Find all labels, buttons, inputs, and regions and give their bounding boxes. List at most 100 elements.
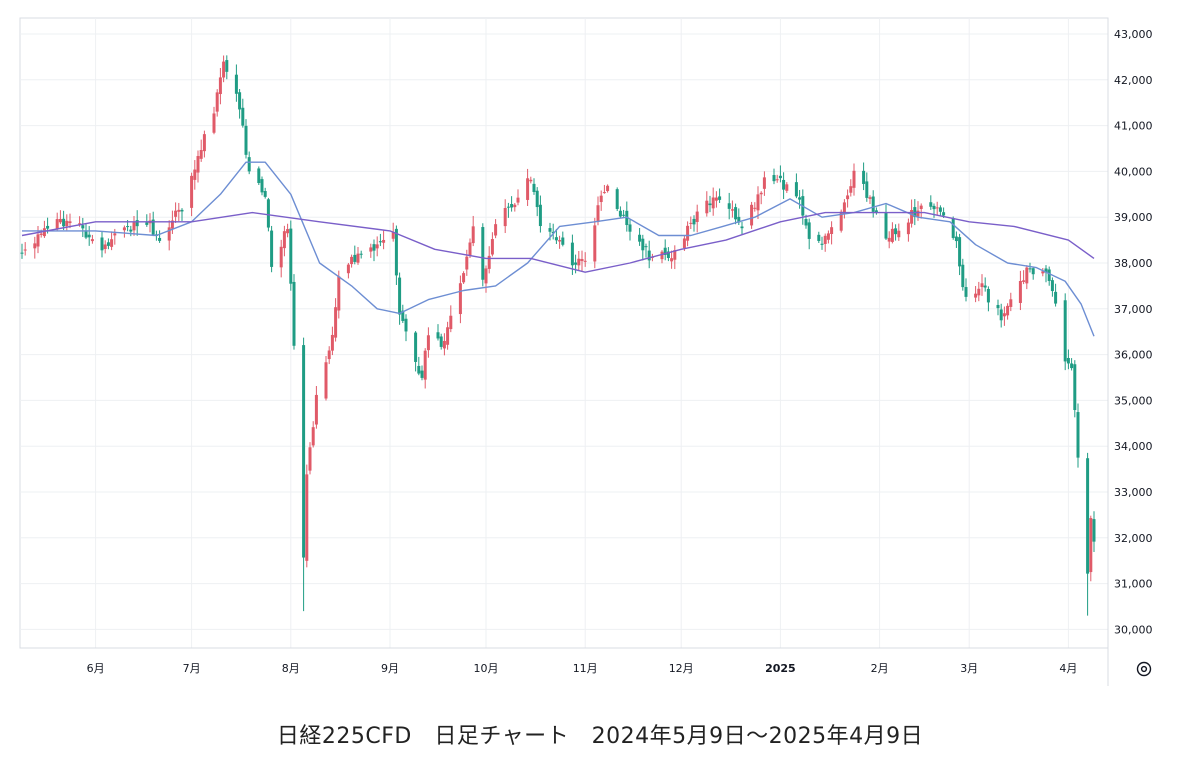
candle xyxy=(593,217,597,269)
candle-body xyxy=(602,192,606,194)
candle xyxy=(666,247,670,262)
candle xyxy=(730,200,734,218)
candle xyxy=(999,303,1003,328)
candle xyxy=(1066,349,1070,370)
candle xyxy=(462,271,466,284)
candle-body xyxy=(215,92,219,112)
y-tick-label: 34,000 xyxy=(1114,440,1153,453)
candle xyxy=(394,225,398,285)
candle-body xyxy=(68,221,72,224)
candle xyxy=(199,139,203,162)
candle-body xyxy=(762,177,766,189)
candle-body xyxy=(750,204,754,226)
y-tick-label: 43,000 xyxy=(1114,28,1153,41)
candle-body xyxy=(135,220,139,227)
candle-body xyxy=(727,203,731,209)
candle-body xyxy=(673,250,677,260)
candle-body xyxy=(871,196,875,212)
candle xyxy=(177,202,181,222)
candle-body xyxy=(494,224,498,236)
candle-body xyxy=(919,205,923,210)
candle-body xyxy=(81,225,85,229)
y-axis: 30,000 31,000 32,000 33,000 34,000 35,000 36,0… xyxy=(20,18,1153,686)
candle-body xyxy=(324,362,328,399)
candle-body xyxy=(817,234,821,241)
candle-body xyxy=(90,239,94,242)
candle xyxy=(1076,403,1080,468)
candle-body xyxy=(212,113,216,133)
candle xyxy=(330,326,334,356)
candle-body xyxy=(414,332,418,362)
candle-body xyxy=(462,273,466,283)
candle xyxy=(510,196,514,212)
candle-body xyxy=(510,204,514,208)
candle xyxy=(106,238,110,250)
candle-body xyxy=(311,427,315,446)
candle xyxy=(618,206,622,218)
candle-body xyxy=(1076,412,1080,458)
candle xyxy=(938,205,942,217)
candle xyxy=(378,233,382,247)
x-tick-label: 9月 xyxy=(381,662,399,675)
candle xyxy=(762,171,766,196)
candle xyxy=(871,190,875,218)
candle-body xyxy=(906,222,910,235)
price-chart[interactable]: 30,000 31,000 32,000 33,000 34,000 35,000 36,0… xyxy=(0,0,1200,700)
candle xyxy=(602,184,606,194)
candle xyxy=(282,225,286,257)
candle-body xyxy=(551,231,555,234)
y-tick-label: 33,000 xyxy=(1114,486,1153,499)
x-tick-label: 11月 xyxy=(573,662,598,675)
candle-body xyxy=(55,219,59,230)
candle xyxy=(314,386,318,429)
candle-body xyxy=(599,195,603,203)
candle-body xyxy=(282,231,286,249)
y-tick-label: 35,000 xyxy=(1114,394,1153,407)
candle-body xyxy=(644,246,648,248)
candle-body xyxy=(868,197,872,199)
candle xyxy=(839,209,843,233)
candle-body xyxy=(196,156,200,173)
gear-icon[interactable] xyxy=(1136,661,1152,677)
candle xyxy=(695,204,699,233)
candle xyxy=(996,299,1000,316)
candle-body xyxy=(538,204,542,227)
candle xyxy=(490,232,494,257)
candle-body xyxy=(666,251,670,259)
candle-body xyxy=(490,239,494,255)
candle-body xyxy=(577,258,581,266)
y-tick-label: 37,000 xyxy=(1114,303,1153,316)
candle xyxy=(932,203,936,218)
candle-body xyxy=(484,268,488,284)
candle xyxy=(1089,515,1093,582)
candle-body xyxy=(935,207,939,209)
candle xyxy=(558,235,562,249)
candle-body xyxy=(270,230,274,267)
candle-body xyxy=(570,242,574,266)
candle xyxy=(414,331,418,372)
candle xyxy=(20,243,24,259)
candle-body xyxy=(260,179,264,193)
candle-body xyxy=(87,234,91,238)
y-tick-label: 42,000 xyxy=(1114,74,1153,87)
candle-body xyxy=(890,228,894,242)
candle xyxy=(55,212,59,232)
candle xyxy=(852,163,856,196)
candle xyxy=(673,245,677,270)
candle-body xyxy=(190,175,194,208)
candle xyxy=(436,324,440,341)
candle xyxy=(580,250,584,272)
candle xyxy=(727,192,731,220)
y-tick-label: 38,000 xyxy=(1114,257,1153,270)
candlestick-chart-svg[interactable]: 30,000 31,000 32,000 33,000 34,000 35,000 36,0… xyxy=(0,0,1200,700)
candle-body xyxy=(663,247,667,255)
candle xyxy=(714,191,718,208)
candle xyxy=(794,173,798,199)
candle-body xyxy=(481,227,485,280)
x-tick-label: 2月 xyxy=(871,662,889,675)
gear-icon-hub xyxy=(1140,665,1148,673)
candle xyxy=(772,168,776,185)
candle-body xyxy=(334,307,338,338)
candle xyxy=(660,250,664,264)
candle-body xyxy=(23,249,27,251)
